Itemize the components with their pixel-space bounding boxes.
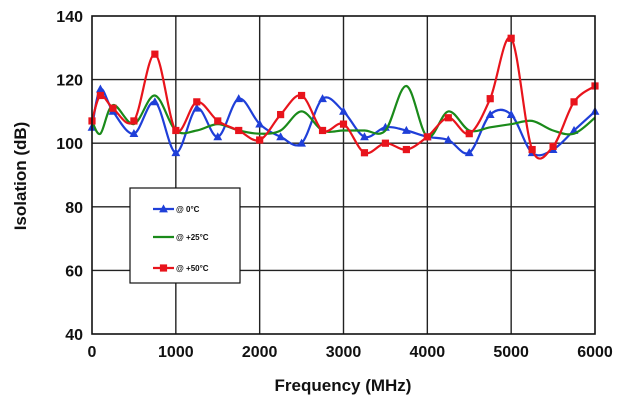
data-point bbox=[444, 114, 452, 122]
data-point bbox=[277, 110, 285, 119]
data-point bbox=[235, 126, 243, 135]
data-point bbox=[360, 132, 369, 141]
x-tick-label: 5000 bbox=[493, 344, 529, 361]
y-tick-label: 40 bbox=[65, 327, 83, 344]
y-tick-label: 120 bbox=[56, 73, 83, 90]
series-25c-line bbox=[91, 84, 596, 139]
legend-swatch-marker bbox=[159, 204, 168, 213]
data-point bbox=[360, 149, 369, 157]
legend-label: @ 0°C bbox=[176, 205, 200, 214]
data-point bbox=[95, 84, 105, 93]
y-tick-label: 60 bbox=[65, 263, 83, 280]
data-point bbox=[318, 94, 327, 103]
data-point bbox=[381, 139, 390, 147]
data-point bbox=[339, 106, 348, 115]
data-point bbox=[464, 148, 474, 157]
data-point bbox=[297, 91, 306, 100]
data-point bbox=[318, 126, 327, 135]
legend-label: @ +50°C bbox=[176, 264, 209, 273]
data-point bbox=[129, 129, 139, 138]
grid bbox=[92, 16, 595, 334]
data-point bbox=[506, 109, 516, 118]
series-50c bbox=[88, 34, 599, 160]
y-tick-label: 140 bbox=[56, 9, 83, 26]
legend-box bbox=[129, 187, 241, 284]
data-point bbox=[297, 138, 306, 147]
ticks: 0 1000 2000 3000 4000 5000 6000 40 60 80 100 120 140 bbox=[56, 9, 613, 361]
data-point bbox=[256, 136, 264, 144]
data-point bbox=[443, 135, 453, 144]
series-group bbox=[87, 34, 600, 160]
data-point bbox=[485, 109, 495, 118]
data-point bbox=[528, 145, 536, 154]
data-point bbox=[214, 117, 222, 125]
data-point bbox=[570, 98, 578, 106]
data-point bbox=[150, 97, 160, 106]
data-point bbox=[465, 130, 473, 138]
data-point bbox=[193, 98, 201, 106]
data-point bbox=[507, 34, 515, 42]
data-point bbox=[171, 148, 181, 157]
series-25c bbox=[91, 84, 596, 139]
x-tick-label: 2000 bbox=[242, 344, 278, 361]
legend-swatch-marker bbox=[159, 264, 168, 272]
x-tick-label: 4000 bbox=[410, 344, 446, 361]
data-point bbox=[172, 126, 180, 135]
data-point bbox=[130, 117, 138, 125]
legend-label: @ +25°C bbox=[176, 233, 209, 242]
data-point bbox=[96, 91, 104, 100]
x-axis-title: Frequency (MHz) bbox=[275, 376, 412, 395]
data-point bbox=[109, 104, 117, 112]
x-tick-label: 0 bbox=[88, 344, 97, 361]
x-tick-label: 3000 bbox=[326, 344, 362, 361]
data-point bbox=[192, 103, 202, 112]
y-tick-label: 80 bbox=[65, 200, 83, 217]
data-point bbox=[549, 142, 557, 150]
data-point bbox=[151, 50, 159, 58]
data-point bbox=[401, 125, 411, 134]
data-point bbox=[486, 95, 494, 103]
y-tick-label: 100 bbox=[56, 136, 83, 153]
data-point bbox=[339, 120, 348, 128]
legend: @ 0°C @ +25°C @ +50°C bbox=[129, 187, 241, 284]
plot-frame bbox=[91, 15, 596, 335]
data-point bbox=[255, 119, 265, 128]
x-tick-label: 1000 bbox=[158, 344, 194, 361]
y-axis-title: Isolation (dB) bbox=[11, 122, 30, 231]
data-point bbox=[213, 132, 223, 141]
data-point bbox=[423, 133, 431, 141]
data-point bbox=[234, 94, 244, 103]
x-tick-label: 6000 bbox=[577, 344, 613, 361]
data-point bbox=[402, 145, 410, 154]
data-point bbox=[276, 132, 286, 141]
